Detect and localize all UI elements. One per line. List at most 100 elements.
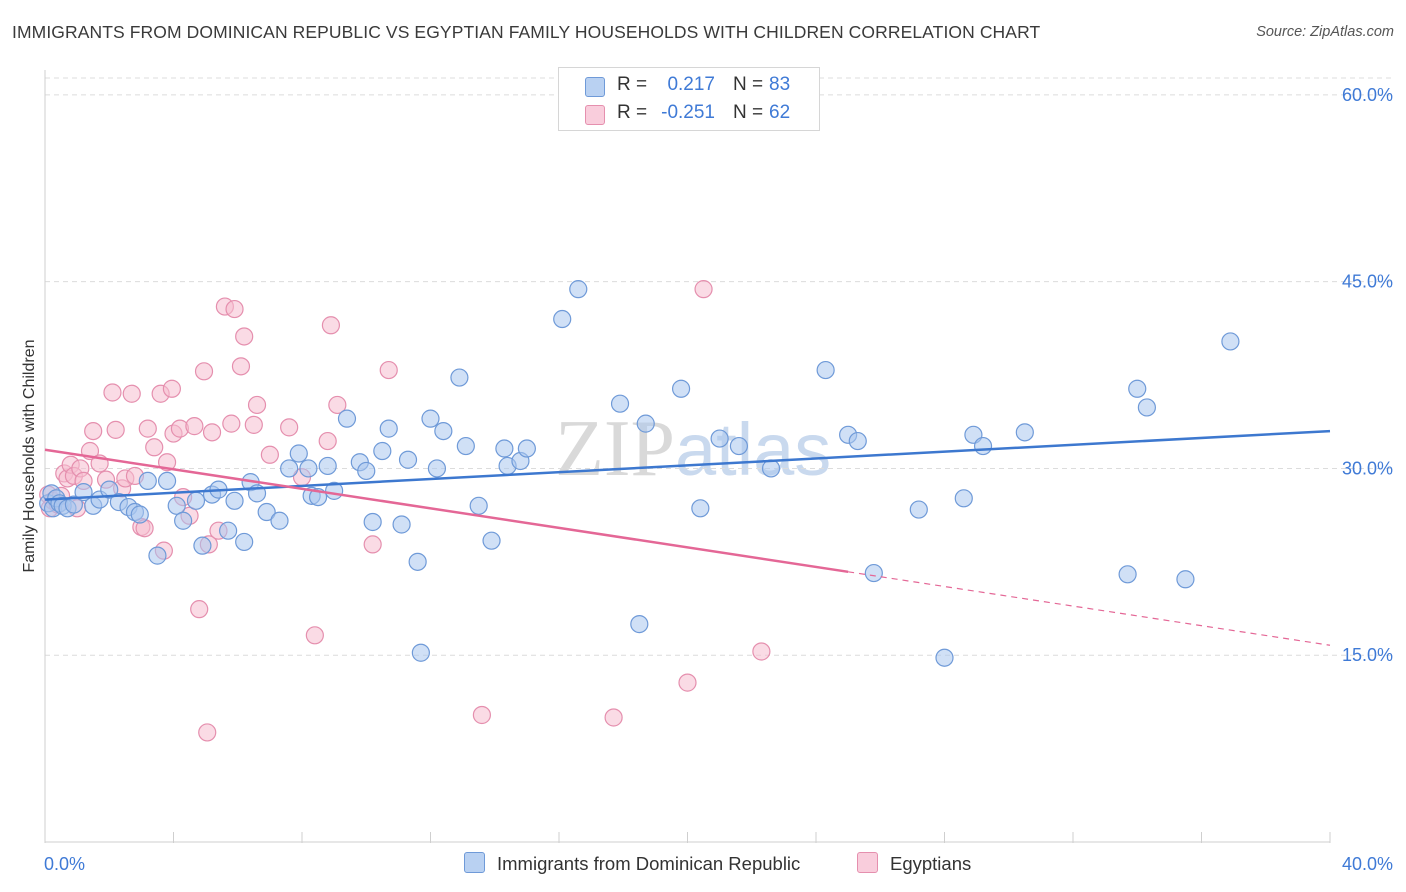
- legend-swatch-blue: [464, 852, 485, 873]
- data-point-dominican: [337, 409, 357, 428]
- data-point-dominican: [973, 436, 993, 456]
- data-point-dominican: [909, 500, 928, 519]
- data-point-egyptian: [472, 705, 491, 725]
- data-point-dominican: [373, 441, 392, 461]
- legend-swatch-pink: [857, 852, 878, 873]
- n-label: N =: [733, 74, 764, 95]
- data-point-dominican: [174, 511, 193, 530]
- data-point-egyptian: [84, 421, 103, 441]
- watermark-zip: ZIP: [555, 405, 675, 493]
- data-point-dominican: [1118, 565, 1137, 584]
- data-point-egyptian: [752, 642, 771, 661]
- data-point-dominican: [495, 439, 514, 458]
- data-point-dominican: [482, 531, 501, 550]
- data-point-dominican: [270, 511, 289, 530]
- data-point-dominican: [848, 431, 867, 451]
- data-point-egyptian: [231, 357, 251, 376]
- data-point-egyptian: [247, 395, 267, 415]
- y-tick-label: 60.0%: [1342, 85, 1393, 105]
- data-point-egyptian: [190, 600, 209, 619]
- legend-swatch-pink: [585, 105, 605, 125]
- data-point-egyptian: [162, 379, 181, 398]
- legend-item-dominican: Immigrants from Dominican Republic: [464, 852, 800, 875]
- data-point-egyptian: [260, 445, 279, 464]
- data-point-dominican: [1128, 379, 1147, 398]
- data-point-egyptian: [106, 420, 125, 439]
- legend-item-egyptians: Egyptians: [857, 852, 971, 875]
- data-point-dominican: [517, 439, 536, 458]
- data-point-dominican: [553, 309, 572, 329]
- data-point-dominican: [130, 505, 149, 524]
- data-point-dominican: [434, 421, 453, 441]
- data-point-dominican: [398, 450, 418, 469]
- data-point-dominican: [954, 489, 973, 508]
- data-point-dominican: [363, 512, 382, 532]
- data-point-egyptian: [194, 362, 214, 381]
- data-point-egyptian: [328, 395, 347, 415]
- data-point-dominican: [357, 461, 376, 481]
- data-point-dominican: [816, 360, 835, 380]
- n-label: N =: [733, 102, 764, 123]
- data-point-egyptian: [318, 431, 337, 451]
- n-value: 62: [769, 102, 791, 123]
- data-point-egyptian: [225, 299, 244, 319]
- r-value: 0.217: [667, 74, 715, 95]
- data-point-dominican: [935, 648, 954, 667]
- data-point-dominican: [761, 459, 781, 478]
- trend-line-dominican: [44, 429, 1331, 501]
- data-point-dominican: [235, 532, 254, 552]
- data-point-dominican: [225, 491, 244, 510]
- data-point-dominican: [636, 414, 655, 433]
- data-point-egyptian: [235, 327, 254, 346]
- trend-line-egyptian-extrapolated: [848, 571, 1331, 646]
- x-tick-label: 0.0%: [44, 854, 85, 874]
- data-point-egyptian: [321, 316, 341, 335]
- data-point-egyptian: [202, 423, 222, 442]
- data-point-egyptian: [305, 626, 324, 645]
- data-point-dominican: [864, 563, 883, 583]
- data-point-dominican: [421, 409, 440, 428]
- stats-legend: R = 0.217 N = 83 R = -0.251 N = 62: [558, 67, 820, 131]
- data-point-dominican: [729, 436, 749, 456]
- data-point-dominican: [1221, 332, 1240, 351]
- data-point-egyptian: [694, 280, 713, 299]
- data-point-egyptian: [145, 438, 164, 457]
- chart-title: IMMIGRANTS FROM DOMINICAN REPUBLIC VS EG…: [12, 22, 1041, 42]
- data-point-dominican: [610, 394, 630, 413]
- data-point-dominican: [1176, 570, 1195, 589]
- data-point-dominican: [186, 491, 206, 510]
- data-point-dominican: [138, 471, 157, 491]
- data-point-egyptian: [678, 673, 697, 692]
- data-point-egyptian: [379, 360, 398, 380]
- data-point-dominican: [289, 444, 308, 463]
- data-point-egyptian: [363, 535, 382, 554]
- y-tick-label: 30.0%: [1342, 458, 1393, 478]
- data-point-dominican: [379, 419, 398, 438]
- watermark: ZIPatlas: [555, 402, 831, 495]
- data-point-dominican: [710, 429, 729, 448]
- legend-label: Immigrants from Dominican Republic: [497, 853, 801, 874]
- data-point-egyptian: [222, 414, 241, 433]
- data-point-dominican: [148, 546, 167, 565]
- data-point-dominican: [456, 436, 475, 456]
- data-point-dominican: [157, 471, 177, 491]
- data-point-egyptian: [122, 384, 141, 403]
- data-point-dominican: [1137, 398, 1156, 417]
- data-point-egyptian: [138, 419, 157, 438]
- data-point-dominican: [671, 379, 691, 398]
- data-point-egyptian: [280, 418, 299, 437]
- legend-swatch-blue: [585, 77, 605, 97]
- data-point-dominican: [1015, 423, 1034, 442]
- data-point-dominican: [691, 499, 710, 518]
- data-point-dominican: [280, 459, 299, 478]
- trend-line-egyptian: [44, 448, 849, 574]
- y-tick-label: 45.0%: [1342, 272, 1393, 292]
- data-point-dominican: [193, 536, 212, 555]
- data-point-dominican: [318, 456, 337, 476]
- r-label: R =: [617, 102, 648, 123]
- data-point-egyptian: [604, 708, 623, 727]
- data-point-dominican: [469, 496, 488, 515]
- y-tick-label: 15.0%: [1342, 645, 1393, 665]
- r-label: R =: [617, 74, 648, 95]
- x-tick-label: 40.0%: [1342, 854, 1393, 874]
